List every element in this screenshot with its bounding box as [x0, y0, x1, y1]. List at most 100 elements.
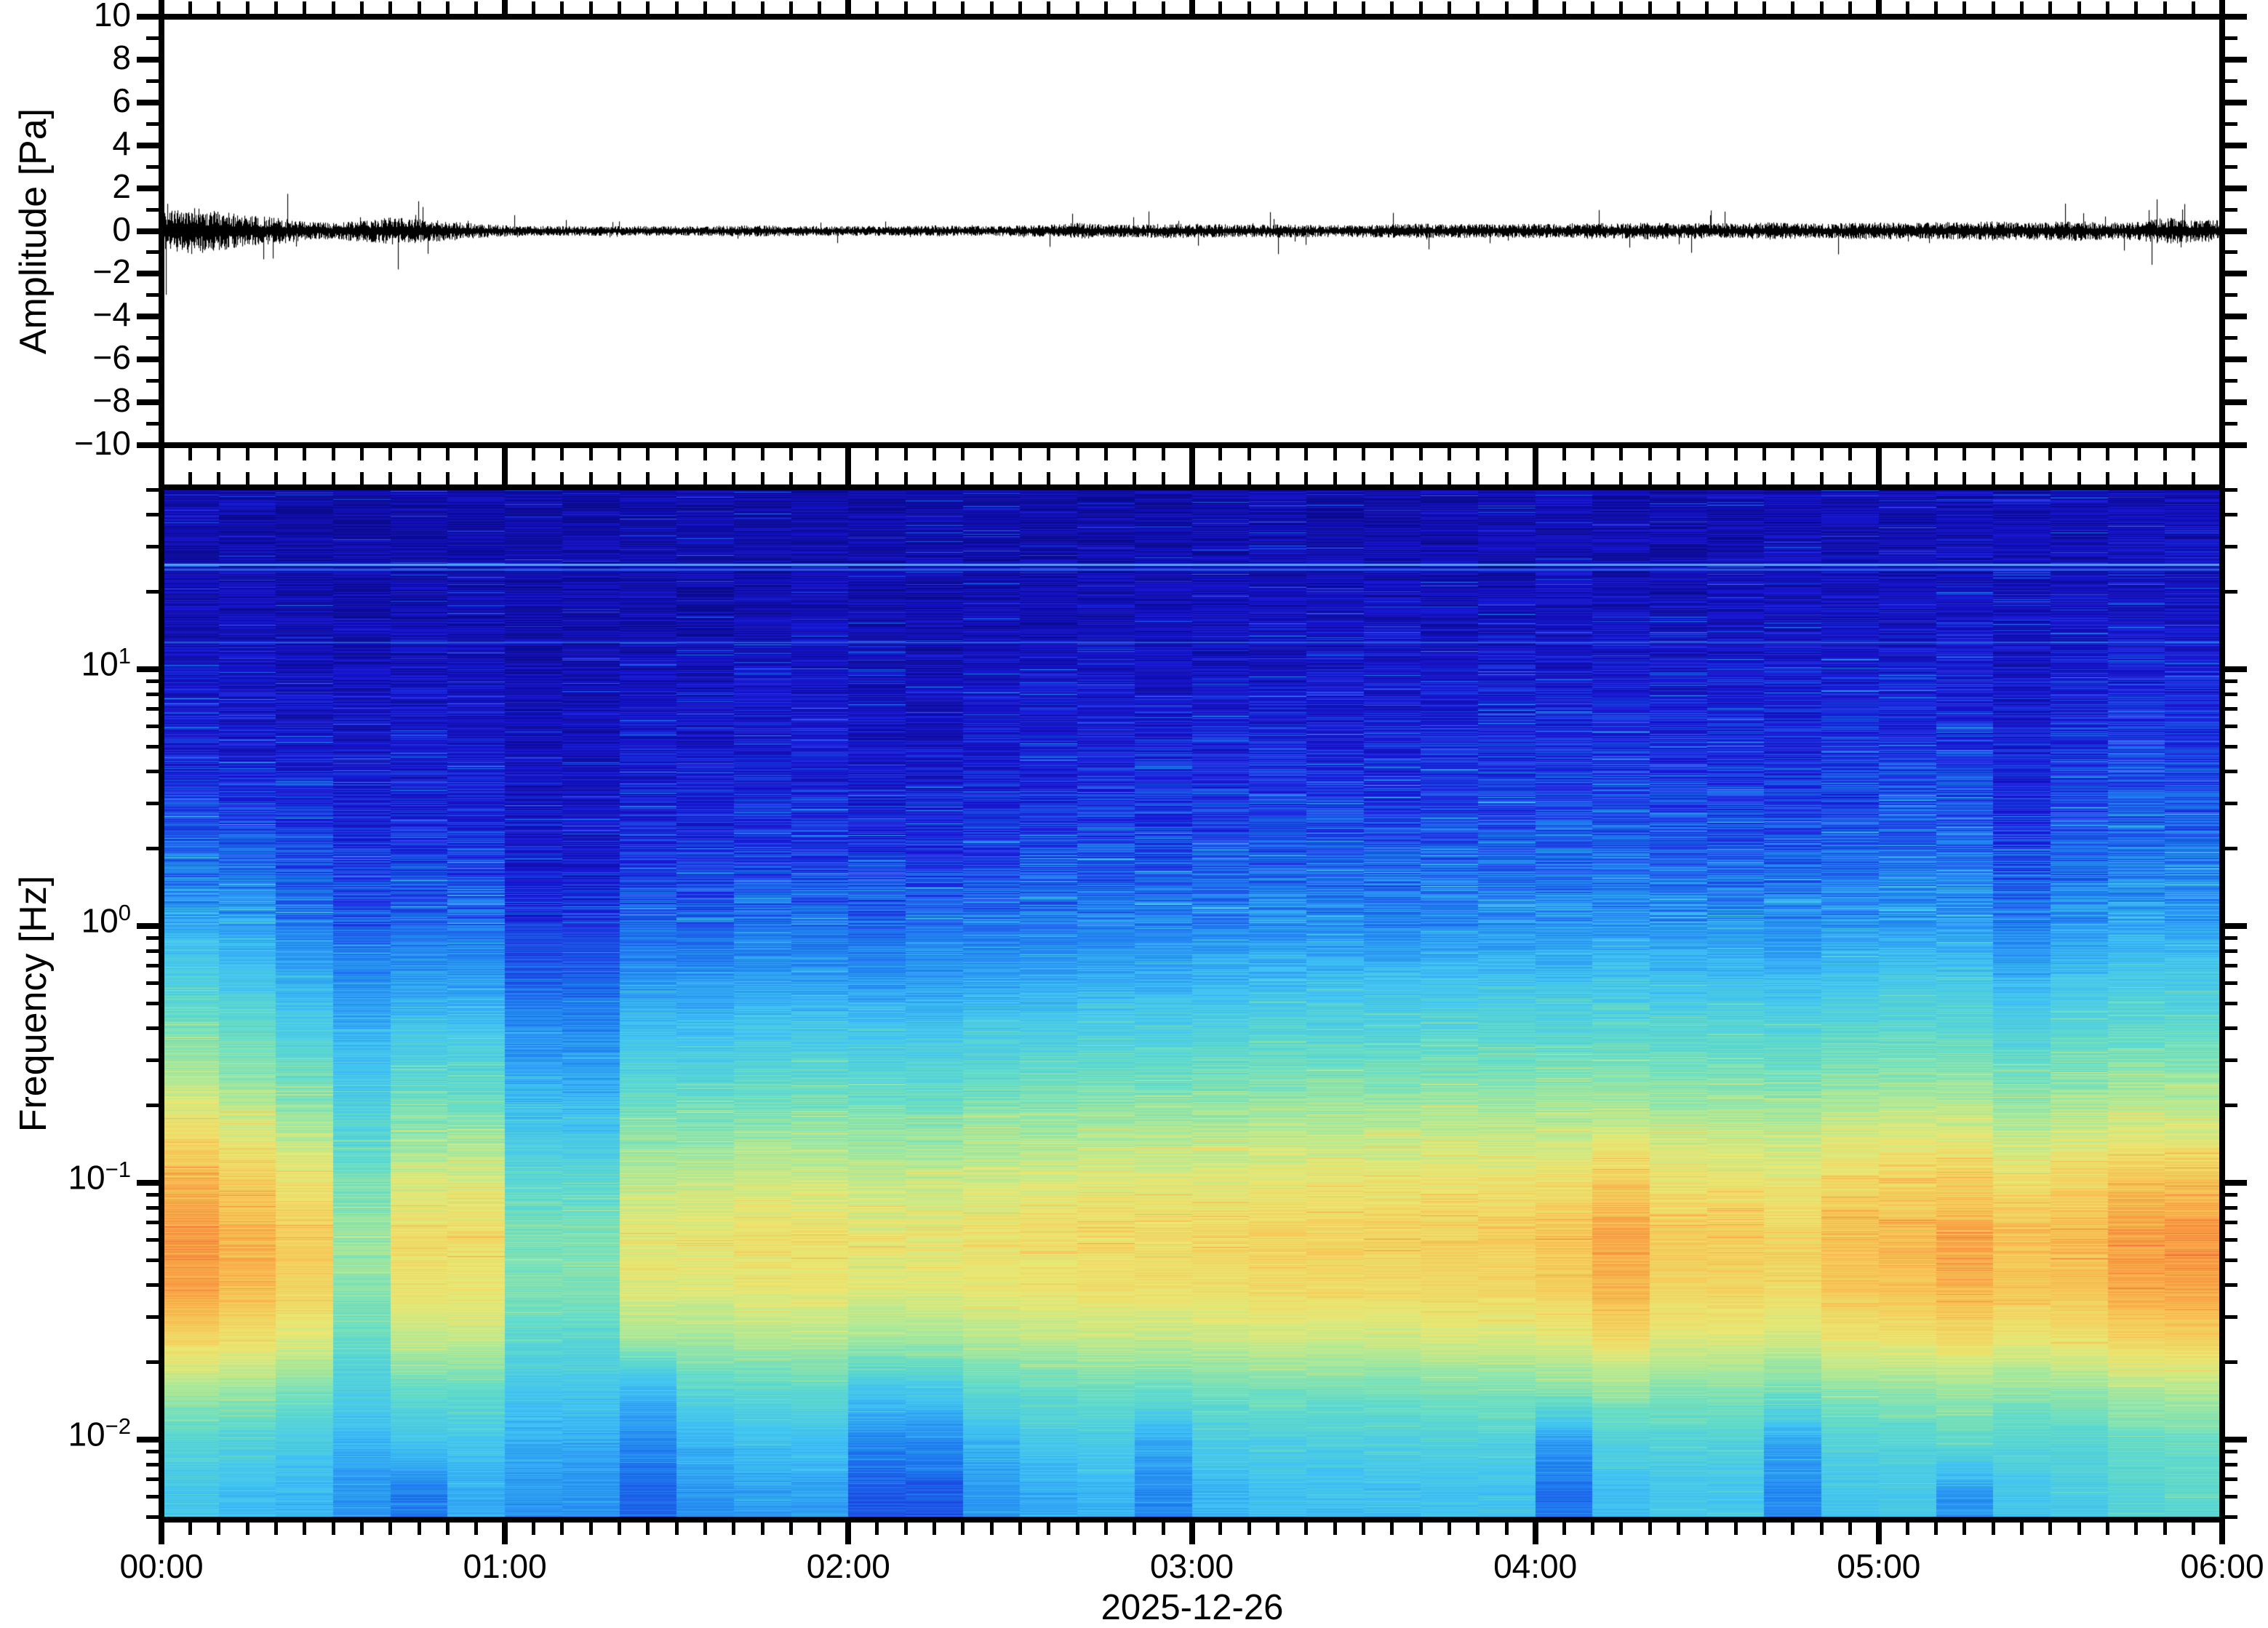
time-tick-top: [674, 472, 679, 484]
time-tick-bottom: [188, 448, 192, 460]
amplitude-tick-right: [2225, 185, 2247, 191]
time-tick-bottom: [903, 1523, 908, 1535]
time-tick-top: [961, 1, 965, 14]
time-tick-bottom: [2192, 448, 2196, 460]
frequency-tick-right: [2225, 692, 2237, 696]
frequency-tick-left: [146, 744, 159, 749]
frequency-tick-right: [2225, 1179, 2247, 1186]
frequency-tick-right: [2225, 949, 2237, 953]
time-tick-top: [532, 1, 535, 14]
time-tick-top: [703, 472, 708, 484]
frequency-tick-right: [2225, 724, 2237, 728]
amplitude-tick-label: −10: [73, 424, 131, 462]
waveform-y-axis-title-text: Amplitude [Pa]: [12, 108, 55, 355]
time-tick-bottom: [1476, 448, 1480, 460]
time-tick-bottom: [2077, 448, 2081, 460]
time-tick-bottom: [2134, 1523, 2139, 1535]
time-tick-top: [646, 1, 650, 14]
time-tick-bottom: [875, 1523, 879, 1535]
amplitude-tick-right: [2225, 36, 2237, 40]
frequency-tick-right: [2225, 1104, 2237, 1108]
amplitude-tick-right: [2225, 142, 2247, 148]
amplitude-tick-right: [2225, 250, 2237, 255]
time-tick-top: [2020, 1, 2024, 14]
amplitude-tick-right: [2225, 399, 2247, 406]
time-tick-bottom: [2106, 1523, 2110, 1535]
time-tick-bottom: [303, 448, 307, 460]
time-tick-bottom: [618, 448, 622, 460]
time-tick-bottom: [445, 448, 450, 460]
time-tick-bottom: [1905, 1523, 1909, 1535]
time-tick-top: [961, 472, 965, 484]
time-tick-bottom: [1590, 448, 1594, 460]
frequency-tick-right: [2225, 666, 2247, 672]
time-tick-bottom: [989, 1523, 994, 1535]
time-tick-bottom: [388, 448, 393, 460]
time-tick-top: [2077, 472, 2081, 484]
amplitude-tick-right: [2225, 379, 2237, 383]
frequency-tick-right: [2225, 1205, 2237, 1210]
amplitude-tick-left: [146, 121, 159, 126]
frequency-tick-right: [2225, 1192, 2237, 1197]
time-tick-top: [2106, 472, 2110, 484]
time-tick-bottom: [732, 448, 736, 460]
frequency-tick-right: [2225, 1494, 2237, 1499]
time-tick-top: [1476, 472, 1480, 484]
frequency-tick-left: [146, 1494, 159, 1499]
time-tick-top: [932, 1, 936, 14]
time-tick-top: [845, 463, 852, 484]
time-tick-top: [588, 472, 593, 484]
time-tick-bottom: [2106, 448, 2110, 460]
time-tick-bottom: [932, 1523, 936, 1535]
frequency-tick-left: [146, 1360, 159, 1365]
time-tick-top: [359, 472, 364, 484]
time-tick-bottom: [1247, 1523, 1251, 1535]
time-tick-top: [1476, 1, 1480, 14]
amplitude-tick-label: −4: [92, 295, 131, 334]
time-tick-top: [1276, 1, 1280, 14]
time-tick-bottom: [760, 1523, 764, 1535]
frequency-tick-left: [146, 1258, 159, 1262]
time-tick-bottom: [1333, 1523, 1337, 1535]
time-tick-top: [1962, 1, 1967, 14]
time-tick-bottom: [1762, 1523, 1766, 1535]
frequency-tick-right: [2225, 1515, 2237, 1519]
time-tick-bottom: [1304, 448, 1309, 460]
time-tick-top: [1705, 472, 1709, 484]
frequency-tick-label: 10−1: [68, 1156, 131, 1197]
frequency-tick-right: [2225, 935, 2237, 940]
time-tick-top: [2077, 1, 2081, 14]
frequency-tick-left: [146, 1001, 159, 1005]
amplitude-tick-left: [146, 250, 159, 255]
time-tick-top: [789, 472, 794, 484]
amplitude-tick-left: [146, 293, 159, 298]
time-tick-bottom: [245, 1523, 249, 1535]
time-tick-top: [1189, 0, 1195, 14]
frequency-tick-left: [146, 1192, 159, 1197]
time-tick-bottom: [961, 448, 965, 460]
amplitude-tick-right: [2225, 79, 2237, 83]
frequency-tick-left: [146, 679, 159, 683]
time-tick-top: [1962, 472, 1967, 484]
time-tick-top: [789, 1, 794, 14]
frequency-tick-left: [146, 1221, 159, 1225]
amplitude-tick-left: [137, 356, 159, 363]
spectrogram-y-axis-title-text: Frequency [Hz]: [12, 875, 55, 1133]
time-tick-label: 00:00: [119, 1547, 204, 1585]
time-tick-bottom: [2219, 1523, 2225, 1544]
time-tick-top: [845, 0, 852, 14]
time-tick-top: [2163, 472, 2167, 484]
time-tick-bottom: [2192, 1523, 2196, 1535]
frequency-tick-left: [146, 769, 159, 773]
time-tick-top: [188, 472, 192, 484]
amplitude-tick-right: [2225, 56, 2247, 63]
time-tick-bottom: [818, 448, 822, 460]
time-tick-top: [1047, 1, 1051, 14]
time-tick-bottom: [1705, 448, 1709, 460]
time-tick-bottom: [1848, 1523, 1852, 1535]
time-tick-top: [932, 472, 936, 484]
time-tick-label: 01:00: [463, 1547, 547, 1585]
time-tick-top: [445, 472, 450, 484]
frequency-tick-left: [146, 935, 159, 940]
time-tick-bottom: [532, 1523, 535, 1535]
